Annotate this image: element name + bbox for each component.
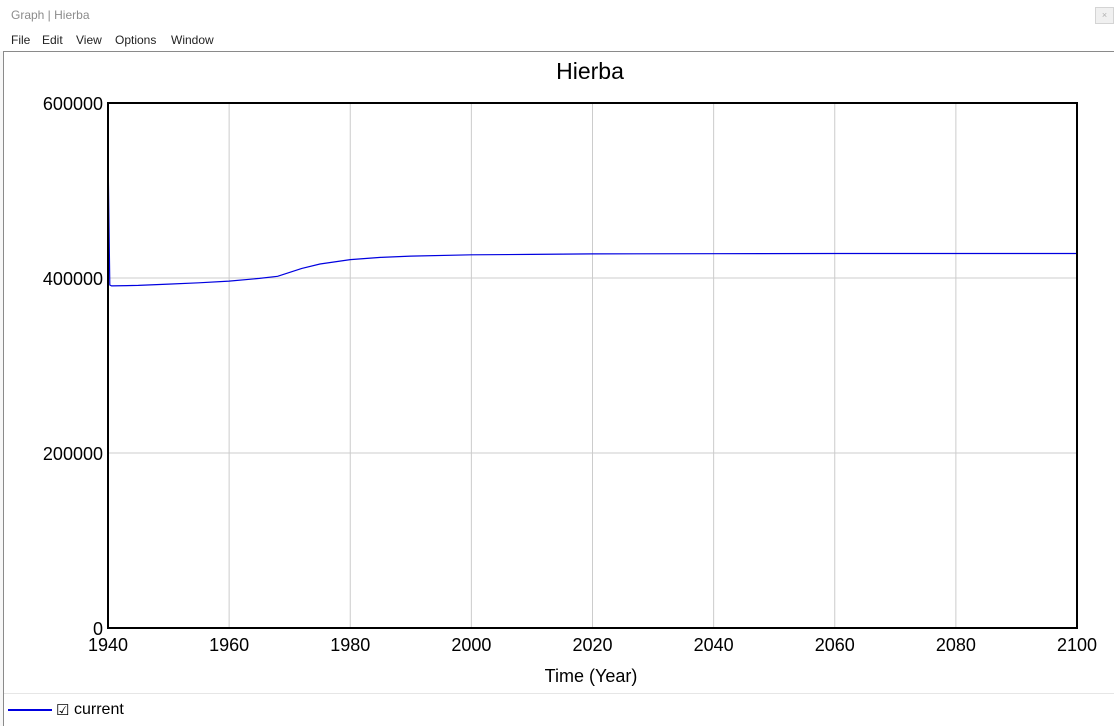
x-tick-label: 2000 [451,635,491,655]
x-tick-label: 2080 [936,635,976,655]
legend-checkbox-icon[interactable]: ☑ [56,702,70,719]
graph-content [3,51,1114,726]
x-tick-label: 2060 [815,635,855,655]
y-tick-label: 400000 [43,269,103,289]
x-tick-label: 2020 [572,635,612,655]
x-axis-label: Time (Year) [545,666,638,686]
window-title: Graph | Hierba [11,8,90,22]
menu-bar: File Edit View Options Window [0,30,1114,50]
left-edge-strip [0,51,3,726]
x-tick-label: 2040 [694,635,734,655]
series-line-current [107,151,1077,287]
menu-file[interactable]: File [11,33,31,47]
x-tick-label: 2100 [1057,635,1097,655]
x-tick-label: 1980 [330,635,370,655]
x-tick-label: 1960 [209,635,249,655]
y-tick-label: 600000 [43,94,103,114]
legend: ☑ current [4,693,1114,727]
chart-title: Hierba [556,58,624,84]
menu-window[interactable]: Window [171,33,214,47]
title-bar[interactable]: Graph | Hierba × [0,0,1114,30]
legend-series-label: current [74,701,124,718]
menu-options[interactable]: Options [115,33,157,47]
x-tick-label: 1940 [88,635,128,655]
menu-view[interactable]: View [76,33,102,47]
legend-series-line [8,709,52,711]
y-tick-label: 200000 [43,444,103,464]
plot-frame [107,102,1078,629]
y-tick-label: 0 [93,619,103,639]
menu-edit[interactable]: Edit [42,33,63,47]
